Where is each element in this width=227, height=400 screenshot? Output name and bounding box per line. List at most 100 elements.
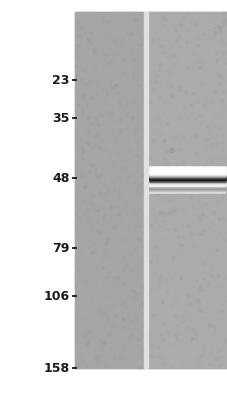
Point bbox=[196, 335, 200, 342]
Point bbox=[76, 363, 80, 369]
Point bbox=[179, 224, 183, 230]
Point bbox=[216, 29, 219, 35]
Point bbox=[112, 355, 116, 361]
Point bbox=[125, 225, 129, 232]
Point bbox=[183, 16, 186, 22]
Point bbox=[212, 122, 216, 129]
Point bbox=[75, 108, 79, 114]
Point bbox=[103, 310, 107, 317]
Point bbox=[156, 49, 160, 55]
Point bbox=[160, 43, 163, 49]
Point bbox=[190, 234, 194, 240]
Point bbox=[131, 340, 135, 346]
Point bbox=[81, 90, 85, 96]
Point bbox=[110, 130, 114, 136]
Point bbox=[208, 98, 212, 104]
Point bbox=[206, 331, 209, 337]
Point bbox=[167, 206, 171, 213]
Point bbox=[220, 216, 224, 223]
Point bbox=[132, 132, 136, 138]
Point bbox=[118, 216, 121, 223]
Point bbox=[195, 43, 199, 50]
Point bbox=[155, 344, 159, 350]
Point bbox=[137, 336, 141, 342]
Point bbox=[193, 133, 197, 140]
Point bbox=[171, 178, 174, 184]
Point bbox=[128, 26, 132, 32]
Point bbox=[74, 63, 77, 70]
Point bbox=[175, 104, 179, 110]
Point bbox=[167, 68, 170, 74]
Point bbox=[110, 96, 114, 102]
Point bbox=[120, 300, 124, 306]
Point bbox=[196, 57, 199, 64]
Point bbox=[220, 186, 223, 192]
Point bbox=[74, 69, 78, 75]
Point bbox=[216, 317, 220, 323]
Point bbox=[158, 83, 161, 89]
Point bbox=[163, 360, 166, 367]
Point bbox=[138, 304, 141, 310]
Point bbox=[148, 286, 151, 292]
Point bbox=[76, 214, 80, 220]
Point bbox=[79, 77, 83, 83]
Point bbox=[118, 102, 122, 108]
Point bbox=[168, 273, 172, 280]
Point bbox=[160, 14, 164, 20]
Point bbox=[154, 354, 158, 360]
Point bbox=[128, 251, 132, 258]
Point bbox=[93, 124, 97, 130]
Point bbox=[120, 157, 124, 163]
Point bbox=[184, 79, 188, 86]
Point bbox=[93, 356, 97, 362]
Point bbox=[119, 36, 123, 42]
Point bbox=[118, 178, 122, 184]
Bar bbox=[147, 12, 226, 368]
Point bbox=[200, 211, 203, 217]
Point bbox=[94, 46, 98, 53]
Point bbox=[89, 40, 93, 46]
Point bbox=[126, 235, 130, 241]
Point bbox=[155, 78, 158, 85]
Point bbox=[195, 362, 199, 368]
Point bbox=[203, 191, 206, 197]
Point bbox=[87, 130, 90, 137]
Point bbox=[96, 359, 99, 366]
Point bbox=[112, 50, 115, 57]
Point bbox=[219, 10, 223, 16]
Point bbox=[175, 35, 178, 42]
Point bbox=[148, 332, 151, 338]
Point bbox=[116, 192, 120, 198]
Point bbox=[101, 284, 105, 290]
Point bbox=[98, 305, 101, 311]
Point bbox=[152, 139, 155, 145]
Point bbox=[121, 315, 125, 321]
Point bbox=[102, 340, 106, 346]
Point bbox=[216, 188, 219, 194]
Point bbox=[119, 296, 123, 302]
Point bbox=[161, 114, 164, 120]
Point bbox=[101, 14, 105, 20]
Point bbox=[140, 283, 144, 289]
Point bbox=[105, 274, 108, 280]
Point bbox=[196, 154, 200, 161]
Point bbox=[206, 225, 210, 231]
Point bbox=[216, 347, 220, 354]
Point bbox=[85, 340, 88, 346]
Point bbox=[198, 36, 202, 43]
Point bbox=[91, 162, 94, 168]
Point bbox=[93, 206, 97, 213]
Point bbox=[178, 299, 182, 305]
Point bbox=[162, 137, 165, 143]
Point bbox=[165, 80, 169, 86]
Point bbox=[139, 34, 143, 40]
Point bbox=[95, 90, 98, 96]
Point bbox=[116, 37, 119, 44]
Point bbox=[172, 135, 175, 142]
Point bbox=[201, 260, 204, 266]
Point bbox=[81, 198, 85, 204]
Point bbox=[82, 183, 86, 190]
Point bbox=[80, 172, 84, 179]
Point bbox=[138, 236, 142, 243]
Point bbox=[121, 70, 124, 76]
